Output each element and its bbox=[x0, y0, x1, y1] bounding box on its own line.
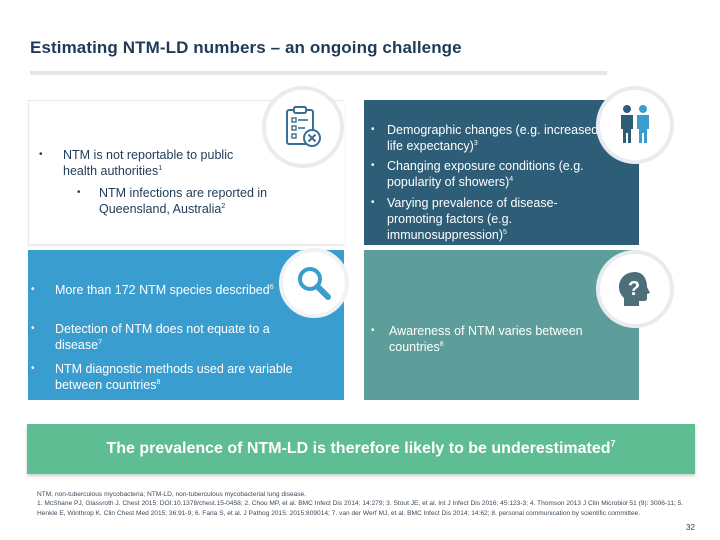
panel-awareness: • Awareness of NTM varies between countr… bbox=[364, 250, 639, 400]
bullet-prevalence-factors: • Varying prevalence of disease-promotin… bbox=[371, 195, 591, 243]
bullet-demographic: • Demographic changes (e.g. increased li… bbox=[371, 122, 611, 154]
magnifier-icon bbox=[298, 267, 331, 300]
ref-sup: 3 bbox=[473, 139, 478, 147]
ref-sup: 5 bbox=[503, 228, 507, 236]
ref-sup: 2 bbox=[221, 202, 226, 210]
page-number: 32 bbox=[686, 523, 695, 532]
panel-demographics: • Demographic changes (e.g. increased li… bbox=[364, 100, 639, 245]
bullet-species: • More than 172 NTM species described6 bbox=[28, 282, 278, 298]
bullet-dot: • bbox=[371, 197, 375, 208]
ref-sup: 1 bbox=[158, 164, 163, 172]
bullet-text: NTM infections are reported in Queenslan… bbox=[99, 186, 268, 216]
bullet-dot: • bbox=[371, 124, 375, 135]
bullet-text: NTM is not reportable to public health a… bbox=[63, 148, 234, 178]
bullet-text: Varying prevalence of disease-promoting … bbox=[387, 196, 558, 242]
bullet-dot: • bbox=[31, 323, 35, 334]
ref-sup: 7 bbox=[98, 338, 102, 346]
bullet-text: Changing exposure conditions (e.g. popul… bbox=[387, 159, 584, 189]
bullet-text: Detection of NTM does not equate to a di… bbox=[55, 322, 270, 352]
references: NTM, non-tuberculous mycobacteria; NTM-L… bbox=[37, 490, 687, 518]
bullet-detection: • Detection of NTM does not equate to a … bbox=[28, 321, 298, 353]
ref-sup: 4 bbox=[509, 175, 514, 183]
bullet-text: NTM diagnostic methods used are variable… bbox=[55, 362, 293, 392]
magnifier-circle bbox=[279, 248, 349, 318]
bullet-dot: • bbox=[77, 187, 81, 198]
head-question-circle: ? bbox=[596, 250, 674, 328]
head-question-icon: ? bbox=[619, 272, 650, 306]
ref-sup: 6 bbox=[269, 283, 274, 291]
conclusion-banner: The prevalence of NTM-LD is therefore li… bbox=[27, 424, 695, 474]
sub-bullet-queensland: • NTM infections are reported in Queensl… bbox=[77, 185, 297, 217]
bullet-not-reportable: • NTM is not reportable to public health… bbox=[39, 147, 269, 179]
clipboard-circle bbox=[262, 86, 344, 168]
bullet-text: More than 172 NTM species described bbox=[55, 283, 270, 297]
citations-line: 1. McShane PJ, Glassroth J. Chest 2015: … bbox=[37, 500, 684, 517]
title-divider bbox=[30, 71, 607, 75]
bullet-dot: • bbox=[371, 160, 375, 171]
ref-sup: 7 bbox=[610, 438, 616, 449]
bullet-awareness: • Awareness of NTM varies between countr… bbox=[371, 323, 621, 355]
bullet-dot: • bbox=[31, 363, 35, 374]
bullet-text: Demographic changes (e.g. increased life… bbox=[387, 123, 599, 153]
abbreviations-line: NTM, non-tuberculous mycobacteria; NTM-L… bbox=[37, 491, 306, 498]
bullet-methods: • NTM diagnostic methods used are variab… bbox=[28, 361, 298, 393]
bullet-text: Awareness of NTM varies between countrie… bbox=[389, 324, 583, 354]
bullet-dot: • bbox=[371, 325, 375, 336]
bullet-exposure: • Changing exposure conditions (e.g. pop… bbox=[371, 158, 611, 190]
svg-text:?: ? bbox=[628, 278, 640, 300]
ref-sup: 8 bbox=[156, 378, 161, 386]
clipboard-x-icon bbox=[286, 106, 321, 147]
bullet-dot: • bbox=[39, 149, 43, 160]
people-icon bbox=[621, 105, 649, 143]
people-circle bbox=[596, 86, 674, 164]
banner-text: The prevalence of NTM-LD is therefore li… bbox=[106, 440, 611, 457]
slide-title: Estimating NTM-LD numbers – an ongoing c… bbox=[30, 38, 462, 57]
ref-sup: 8 bbox=[439, 340, 444, 348]
bullet-dot: • bbox=[31, 284, 35, 295]
